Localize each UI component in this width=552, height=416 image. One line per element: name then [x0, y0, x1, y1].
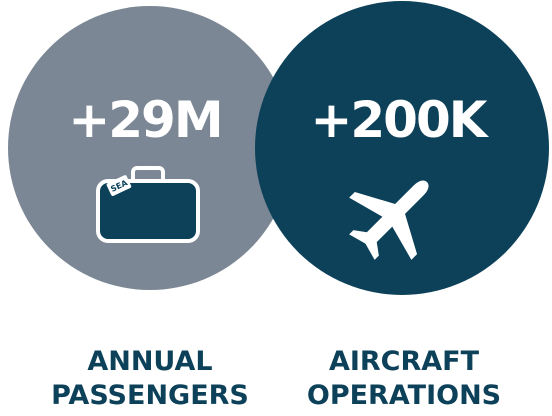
operations-circle — [255, 1, 549, 295]
passengers-circle — [8, 6, 292, 290]
operations-label: OPERATIONS — [307, 380, 501, 411]
airplane-icon — [349, 180, 429, 260]
passengers-label: ANNUAL — [87, 346, 212, 377]
passengers-value: +29M — [68, 91, 221, 149]
passengers-label: PASSENGERS — [51, 380, 249, 411]
suitcase-icon: SEA — [96, 166, 200, 243]
operations-label: AIRCRAFT — [329, 346, 480, 377]
operations-value: +200K — [310, 91, 489, 149]
